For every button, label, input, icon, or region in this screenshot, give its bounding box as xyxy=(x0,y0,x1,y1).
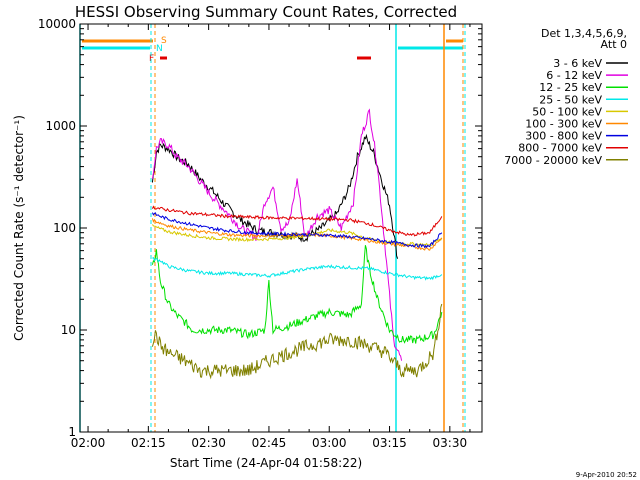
x-tick-label-4: 02:45 xyxy=(252,436,287,450)
x-tick-label-1: 02:00 xyxy=(71,436,106,450)
series-line-4 xyxy=(152,256,443,281)
y-tick-label-3: 100 xyxy=(53,221,76,235)
timestamp: 9-Apr-2010 20:52 xyxy=(576,471,637,479)
series-layer xyxy=(151,108,443,380)
legend-header-2: Att 0 xyxy=(601,38,627,51)
legend-label-3: 12 - 25 keV xyxy=(539,81,602,94)
legend-label-4: 25 - 50 keV xyxy=(539,93,602,106)
series-line-2 xyxy=(151,108,403,361)
legend-header-1: Det 1,3,4,5,6,9, xyxy=(541,27,627,40)
night-flag-letter: N xyxy=(156,44,163,54)
series-line-9 xyxy=(151,303,443,380)
y-axis-label: Corrected Count Rate (s⁻¹ detector⁻¹) xyxy=(12,115,26,341)
x-axis-label: Start Time (24-Apr-04 01:58:22) xyxy=(170,456,362,470)
y-tick-label-2: 10 xyxy=(61,323,76,337)
chart-title: HESSI Observing Summary Count Rates, Cor… xyxy=(75,3,457,21)
legend-label-7: 300 - 800 keV xyxy=(525,130,602,143)
x-tick-label-2: 02:15 xyxy=(131,436,166,450)
legend-label-6: 100 - 300 keV xyxy=(525,118,602,131)
x-tick-label-3: 02:30 xyxy=(191,436,226,450)
x-tick-label-7: 03:30 xyxy=(433,436,468,450)
series-line-8 xyxy=(151,205,443,237)
y-tick-label-4: 1000 xyxy=(45,119,76,133)
series-line-3 xyxy=(151,245,443,344)
flare-flag-letter: F xyxy=(149,54,154,64)
x-tick-label-6: 03:15 xyxy=(372,436,407,450)
legend-label-9: 7000 - 20000 keV xyxy=(504,154,602,167)
saa-flag-letter: S xyxy=(161,36,167,46)
series-line-7 xyxy=(151,212,443,249)
legend-label-1: 3 - 6 keV xyxy=(553,57,602,70)
series-line-6 xyxy=(151,218,443,251)
x-tick-label-5: 03:00 xyxy=(312,436,347,450)
legend-label-8: 800 - 7000 keV xyxy=(518,142,602,155)
axes-layer: 02:00 02:15 02:30 02:45 03:00 03:15 03:30 1 10 10… xyxy=(38,17,483,450)
y-tick-label-5: 10000 xyxy=(38,17,76,31)
legend-label-5: 50 - 100 keV xyxy=(532,105,602,118)
legend-label-2: 6 - 12 keV xyxy=(546,69,602,82)
y-tick-label-1: 1 xyxy=(68,425,76,439)
